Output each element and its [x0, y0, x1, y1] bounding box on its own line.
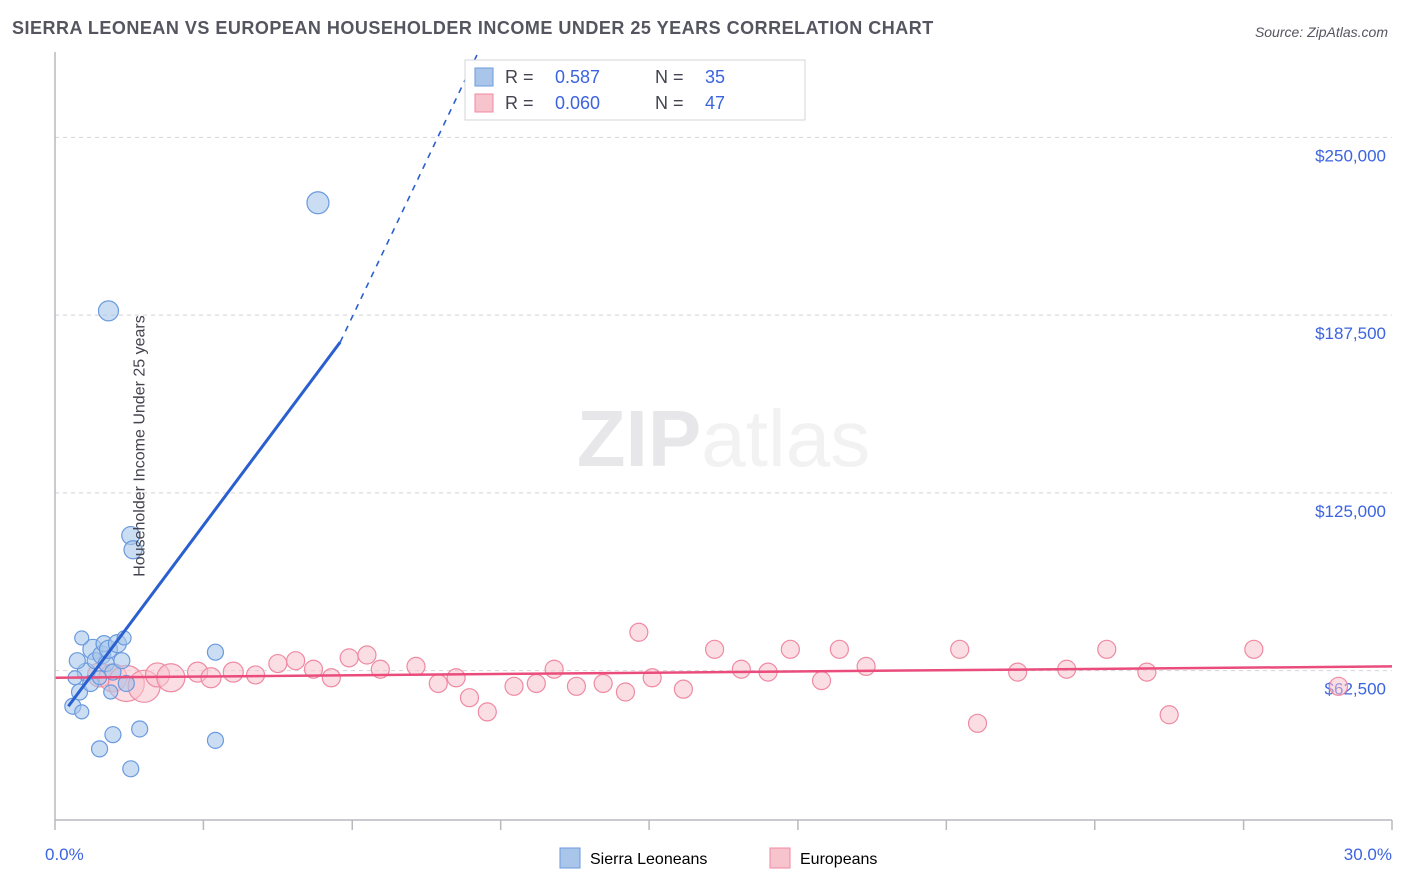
svg-text:0.060: 0.060 [555, 93, 600, 113]
svg-text:$250,000: $250,000 [1315, 146, 1386, 165]
y-axis-label: Householder Income Under 25 years [132, 315, 150, 576]
svg-text:Sierra Leoneans: Sierra Leoneans [590, 851, 707, 868]
svg-text:30.0%: 30.0% [1344, 845, 1392, 864]
scatter-chart: $62,500$125,000$187,500$250,000ZIPatlas0… [0, 0, 1406, 892]
svg-text:R =: R = [505, 93, 534, 113]
svg-text:0.0%: 0.0% [45, 845, 84, 864]
svg-text:N =: N = [655, 67, 684, 87]
svg-text:47: 47 [705, 93, 725, 113]
svg-text:$187,500: $187,500 [1315, 324, 1386, 343]
svg-text:0.587: 0.587 [555, 67, 600, 87]
svg-text:35: 35 [705, 67, 725, 87]
svg-text:$125,000: $125,000 [1315, 502, 1386, 521]
svg-text:ZIPatlas: ZIPatlas [577, 394, 870, 483]
chart-title: SIERRA LEONEAN VS EUROPEAN HOUSEHOLDER I… [12, 18, 934, 39]
svg-text:N =: N = [655, 93, 684, 113]
svg-text:R =: R = [505, 67, 534, 87]
source-label: Source: ZipAtlas.com [1255, 24, 1388, 40]
svg-text:Europeans: Europeans [800, 851, 877, 868]
